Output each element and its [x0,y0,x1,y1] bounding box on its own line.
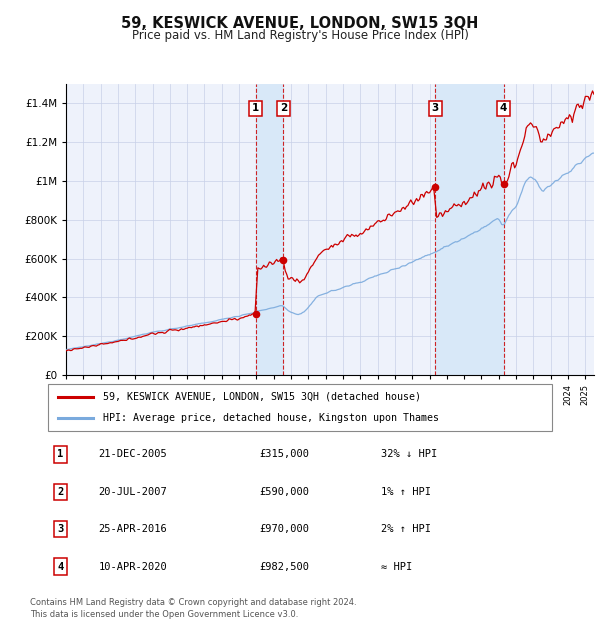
Bar [256,84,283,375]
Text: 1: 1 [252,104,260,113]
Text: 4: 4 [58,562,64,572]
Text: ≈ HPI: ≈ HPI [380,562,412,572]
Text: 4: 4 [500,104,508,113]
Text: 59, KESWICK AVENUE, LONDON, SW15 3QH (detached house): 59, KESWICK AVENUE, LONDON, SW15 3QH (de… [103,392,421,402]
Text: £315,000: £315,000 [260,450,310,459]
Text: £970,000: £970,000 [260,524,310,534]
Text: 32% ↓ HPI: 32% ↓ HPI [380,450,437,459]
Text: 20-JUL-2007: 20-JUL-2007 [98,487,167,497]
Text: 1: 1 [58,450,64,459]
Text: £590,000: £590,000 [260,487,310,497]
Text: 1% ↑ HPI: 1% ↑ HPI [380,487,431,497]
Text: 2: 2 [280,104,287,113]
Bar [435,84,503,375]
FancyBboxPatch shape [48,384,552,431]
Text: 3: 3 [431,104,439,113]
Text: 3: 3 [58,524,64,534]
Text: Contains HM Land Registry data © Crown copyright and database right 2024.
This d: Contains HM Land Registry data © Crown c… [30,598,356,619]
Text: 10-APR-2020: 10-APR-2020 [98,562,167,572]
Text: 2: 2 [58,487,64,497]
Text: 2% ↑ HPI: 2% ↑ HPI [380,524,431,534]
Text: Price paid vs. HM Land Registry's House Price Index (HPI): Price paid vs. HM Land Registry's House … [131,29,469,42]
Text: £982,500: £982,500 [260,562,310,572]
Text: HPI: Average price, detached house, Kingston upon Thames: HPI: Average price, detached house, King… [103,414,439,423]
Text: 59, KESWICK AVENUE, LONDON, SW15 3QH: 59, KESWICK AVENUE, LONDON, SW15 3QH [121,16,479,30]
Text: 25-APR-2016: 25-APR-2016 [98,524,167,534]
Text: 21-DEC-2005: 21-DEC-2005 [98,450,167,459]
